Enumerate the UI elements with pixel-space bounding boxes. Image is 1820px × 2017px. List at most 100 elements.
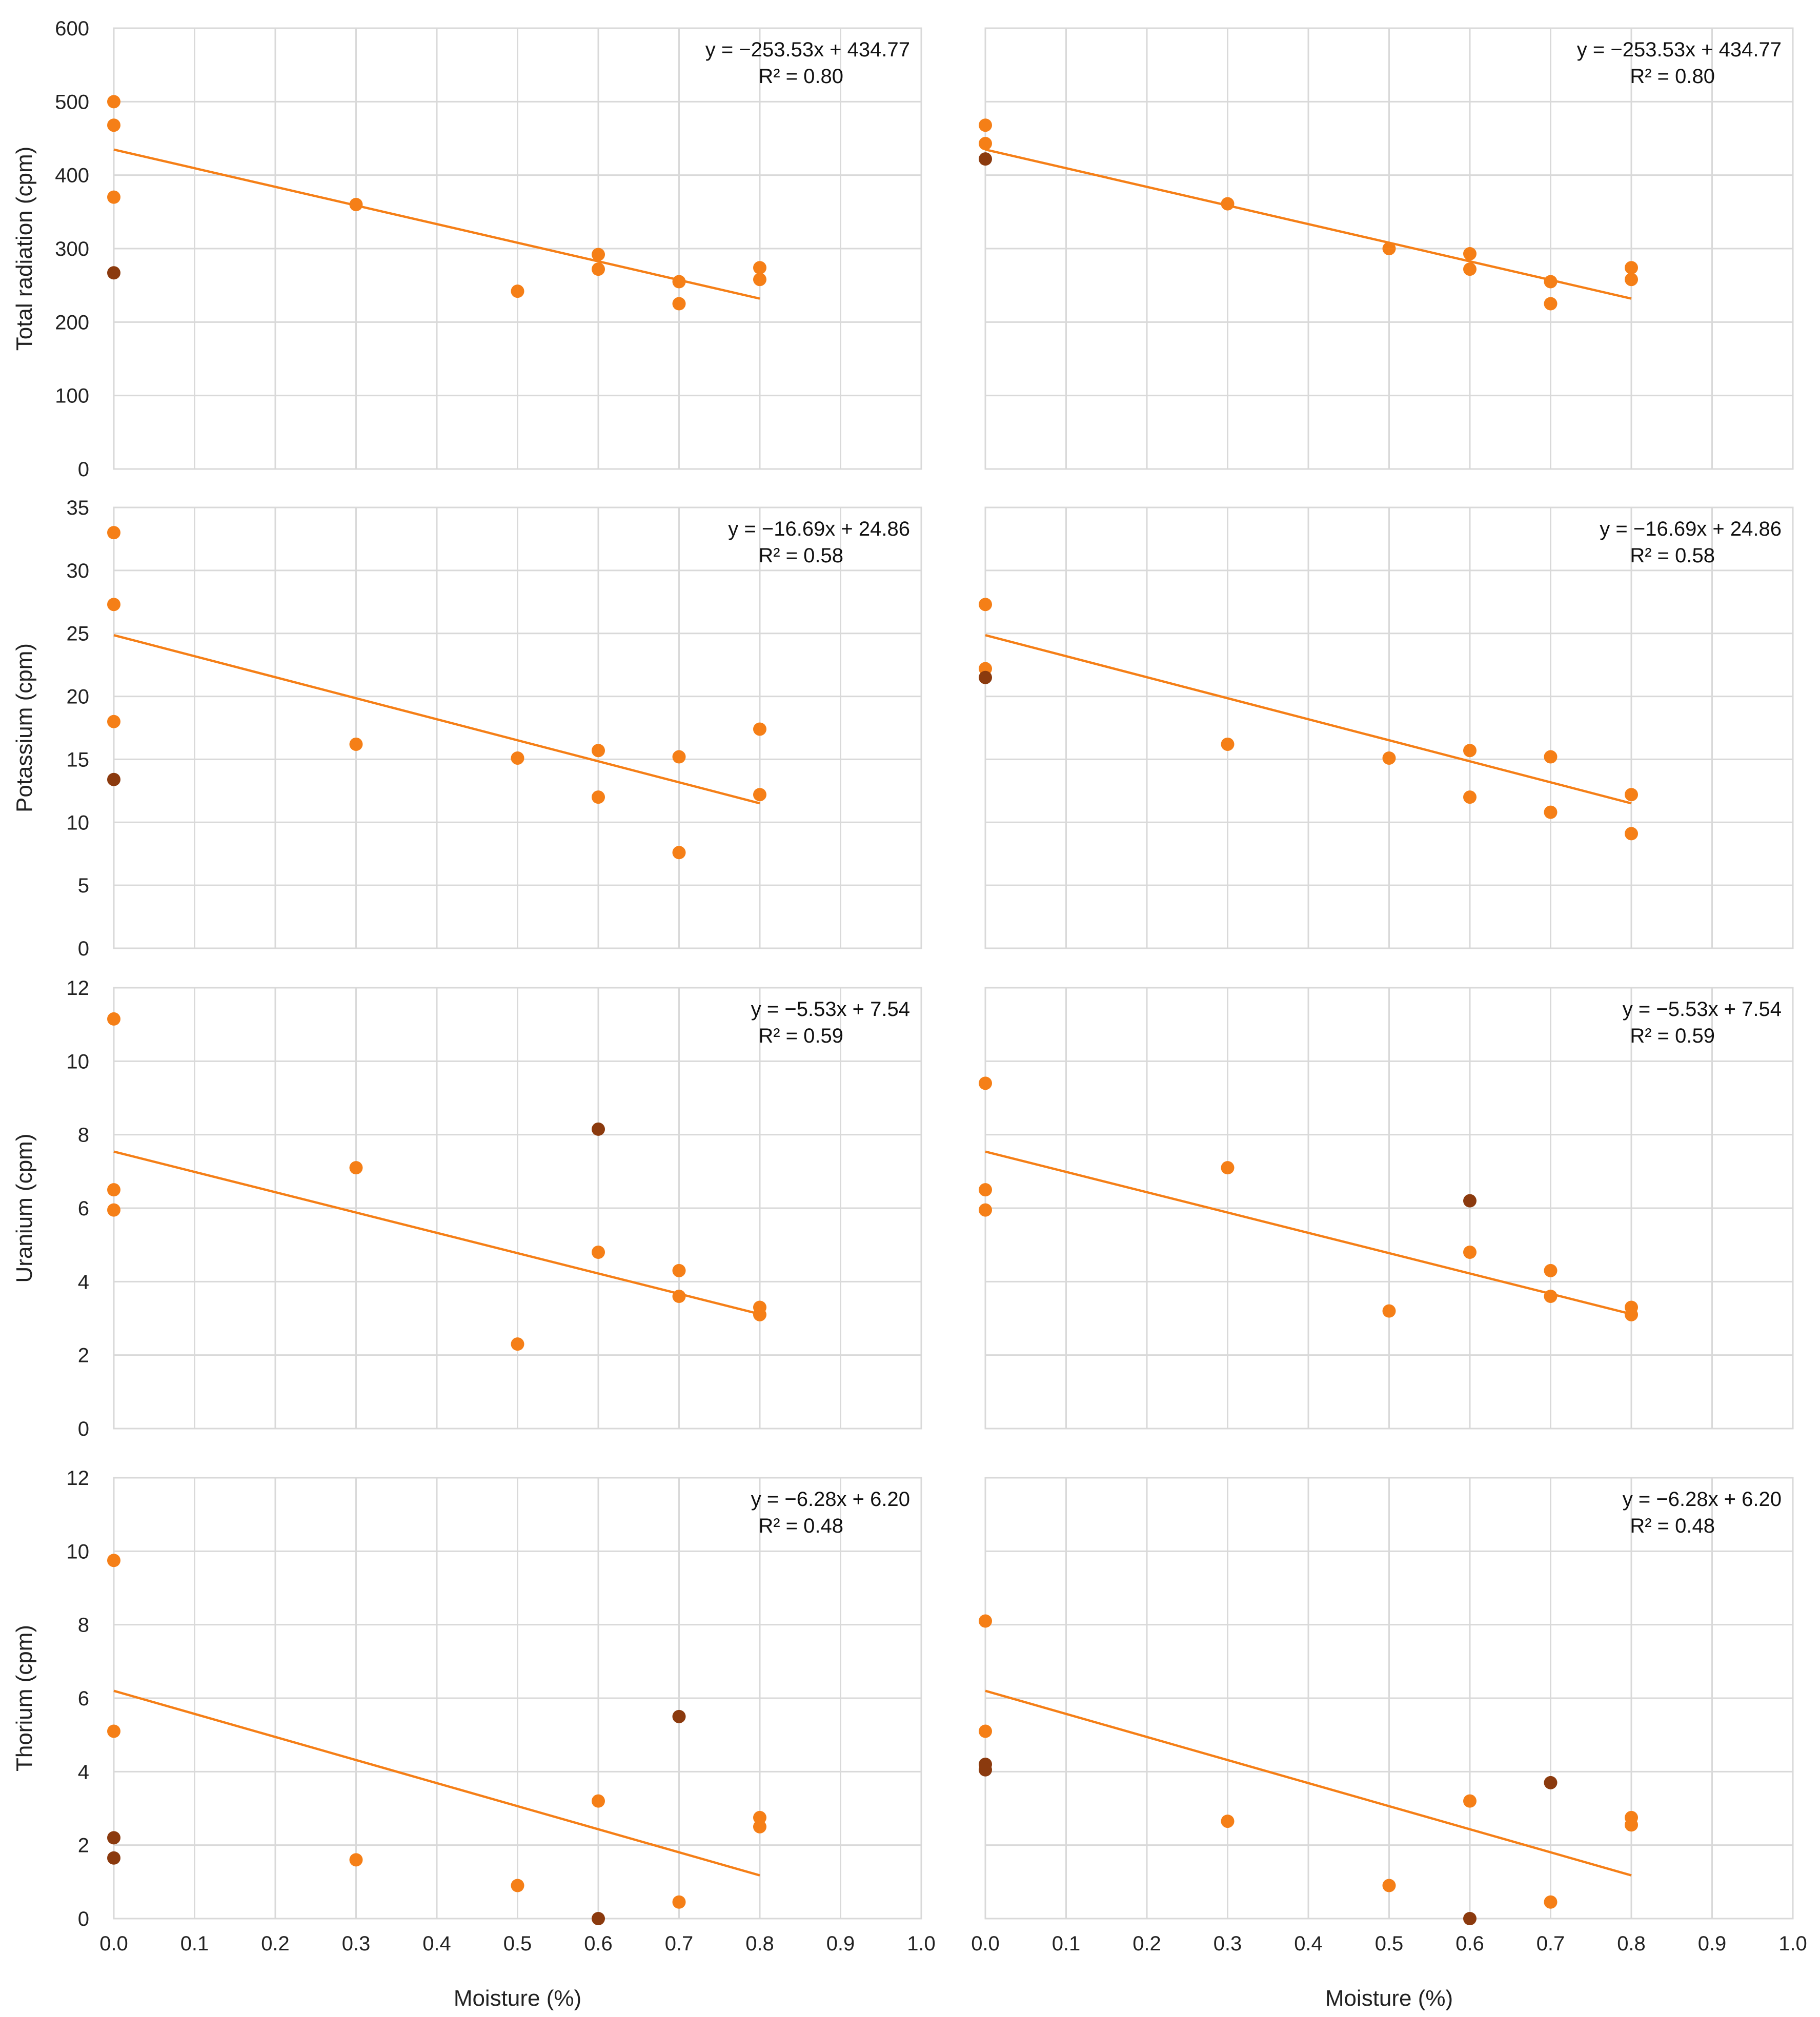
r-squared-label: R² = 0.80 — [758, 65, 843, 88]
data-point — [349, 1161, 363, 1175]
data-point — [349, 737, 363, 751]
y-tick-label: 15 — [67, 748, 90, 771]
regression-equation: y = −253.53x + 434.77 — [705, 38, 910, 61]
x-axis-label: Moisture (%) — [1325, 1986, 1453, 2011]
data-point — [672, 846, 686, 860]
highlighted-data-point — [592, 1912, 605, 1925]
regression-equation: y = −6.28x + 6.20 — [1623, 1488, 1782, 1511]
data-point — [107, 526, 120, 540]
r-squared-label: R² = 0.58 — [1630, 544, 1715, 567]
y-tick-label: 0 — [78, 938, 89, 960]
regression-equation: y = −5.53x + 7.54 — [1623, 998, 1782, 1021]
data-point — [979, 598, 992, 612]
plot-area — [984, 27, 1794, 470]
r-squared-label: R² = 0.59 — [758, 1025, 843, 1047]
chart-panel-bottom-right: 0.0 0.1 0.2 0.3 0.4 0.5 0.6 0.7 0.8 0.9 1.0 Moistur… — [971, 1477, 1807, 2011]
highlighted-data-point — [592, 1122, 605, 1136]
data-point — [672, 1895, 686, 1909]
x-axis-label: Moisture (%) — [454, 1986, 581, 2011]
y-tick-label: 20 — [67, 686, 90, 708]
data-point — [979, 1076, 992, 1090]
trendline — [113, 1150, 760, 1315]
y-tick-label: 4 — [78, 1761, 89, 1783]
y-tick-label: 30 — [67, 560, 90, 582]
data-point — [1221, 1161, 1235, 1175]
x-tick-label: 0.7 — [1536, 1932, 1565, 1955]
data-point — [1544, 1290, 1558, 1303]
data-point — [349, 198, 363, 211]
chart-panel-bottom-left: 0 2 4 6 8 10 12 Thorium (cpm) 0.0 0.1 0.2 0.3 0.4 0.5… — [12, 1467, 936, 2011]
data-point — [107, 1203, 120, 1217]
x-tick-label: 1.0 — [907, 1932, 936, 1955]
data-point — [1221, 737, 1235, 751]
data-point — [107, 1183, 120, 1197]
data-point — [1382, 751, 1396, 765]
data-point — [107, 190, 120, 204]
highlighted-data-point — [979, 670, 992, 684]
y-tick-label: 5 — [78, 874, 89, 897]
data-point — [511, 1337, 524, 1351]
data-point — [1221, 197, 1235, 211]
y-tick-label: 6 — [78, 1197, 89, 1220]
data-point — [107, 1012, 120, 1026]
highlighted-data-point — [107, 266, 120, 280]
y-tick-label: 2 — [78, 1835, 89, 1857]
x-tick-label: 0.6 — [1455, 1932, 1484, 1955]
y-tick-label: 500 — [55, 91, 89, 113]
data-point — [979, 1203, 992, 1217]
y-tick-label: 300 — [55, 238, 89, 260]
regression-equation: y = −16.69x + 24.86 — [1600, 518, 1782, 540]
data-point — [1625, 261, 1638, 275]
plot-area — [984, 506, 1794, 949]
chart-panel-top-left: 0 100 200 300 400 500 600 Total radiation (cpm)… — [12, 17, 922, 481]
data-point — [592, 1794, 605, 1808]
x-tick-label: 0.4 — [1294, 1932, 1323, 1955]
y-tick-label: 10 — [67, 811, 90, 834]
y-axis-label: Total radiation (cpm) — [12, 147, 37, 351]
x-tick-label: 0.0 — [971, 1932, 1000, 1955]
data-point — [107, 1554, 120, 1567]
data-point — [1544, 750, 1558, 764]
x-tick-label: 0.1 — [1052, 1932, 1081, 1955]
y-tick-label: 2 — [78, 1344, 89, 1367]
highlighted-data-point — [1544, 1776, 1558, 1789]
x-tick-label: 0.8 — [745, 1932, 774, 1955]
data-point — [1463, 1246, 1477, 1259]
x-tick-label: 0.9 — [1698, 1932, 1727, 1955]
highlighted-data-point — [979, 152, 992, 166]
data-point — [107, 118, 120, 132]
r-squared-label: R² = 0.58 — [758, 544, 843, 567]
data-point — [1382, 1304, 1396, 1318]
regression-equation: y = −16.69x + 24.86 — [728, 518, 910, 540]
regression-equation: y = −5.53x + 7.54 — [751, 998, 910, 1021]
data-point — [672, 750, 686, 764]
y-tick-label: 0 — [78, 458, 89, 481]
trendline — [985, 1150, 1632, 1315]
data-point — [1544, 1264, 1558, 1277]
data-point — [979, 137, 992, 151]
trendline — [113, 634, 760, 805]
chart-panel-top-right: y = −253.53x + 434.77 R² = 0.80 — [979, 27, 1794, 470]
x-tick-label: 0.7 — [665, 1932, 694, 1955]
data-point — [107, 598, 120, 612]
chart-panel-row3-right: y = −5.53x + 7.54 R² = 0.59 — [979, 987, 1794, 1430]
data-point — [511, 1879, 524, 1892]
data-point — [1544, 805, 1558, 819]
data-point — [672, 297, 686, 311]
data-point — [1463, 1794, 1477, 1808]
y-tick-label: 400 — [55, 165, 89, 187]
data-point — [107, 1724, 120, 1738]
data-point — [1625, 827, 1638, 841]
data-point — [592, 790, 605, 804]
data-point — [979, 1614, 992, 1628]
data-point — [1463, 247, 1477, 261]
data-point — [1382, 242, 1396, 255]
data-point — [1463, 262, 1477, 276]
r-squared-label: R² = 0.48 — [758, 1515, 843, 1537]
data-point — [1463, 790, 1477, 804]
data-point — [753, 261, 766, 275]
data-point — [753, 1820, 766, 1833]
r-squared-label: R² = 0.80 — [1630, 65, 1715, 88]
plot-area — [113, 27, 922, 470]
